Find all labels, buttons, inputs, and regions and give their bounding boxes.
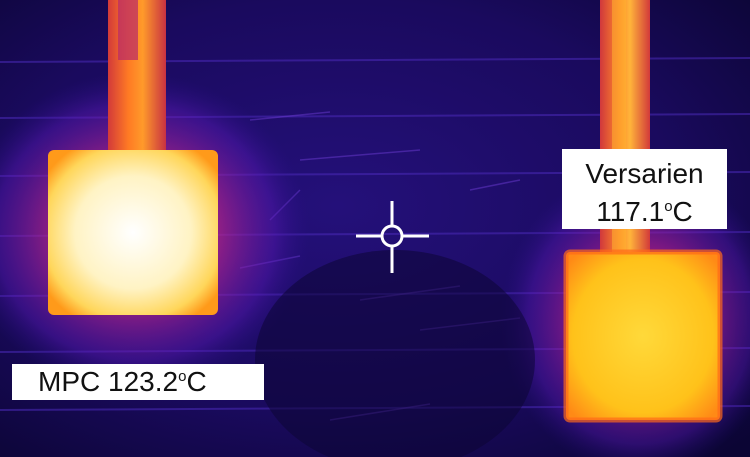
mpc-degree-unit: o xyxy=(178,368,187,385)
mpc-scale: C xyxy=(186,366,207,397)
mpc-name: MPC xyxy=(38,366,101,397)
mpc-value: 123.2 xyxy=(108,366,179,397)
versarien-scale: C xyxy=(672,196,693,227)
versarien-value: 117.1 xyxy=(596,196,665,227)
versarien-reading: 117.1oC xyxy=(562,190,727,228)
versarien-degree-unit: o xyxy=(664,198,673,215)
versarien-name: Versarien xyxy=(585,158,704,189)
versarien-temperature-label: Versarien 117.1oC xyxy=(562,149,727,229)
mpc-temperature-label: MPC 123.2oC xyxy=(12,364,264,400)
